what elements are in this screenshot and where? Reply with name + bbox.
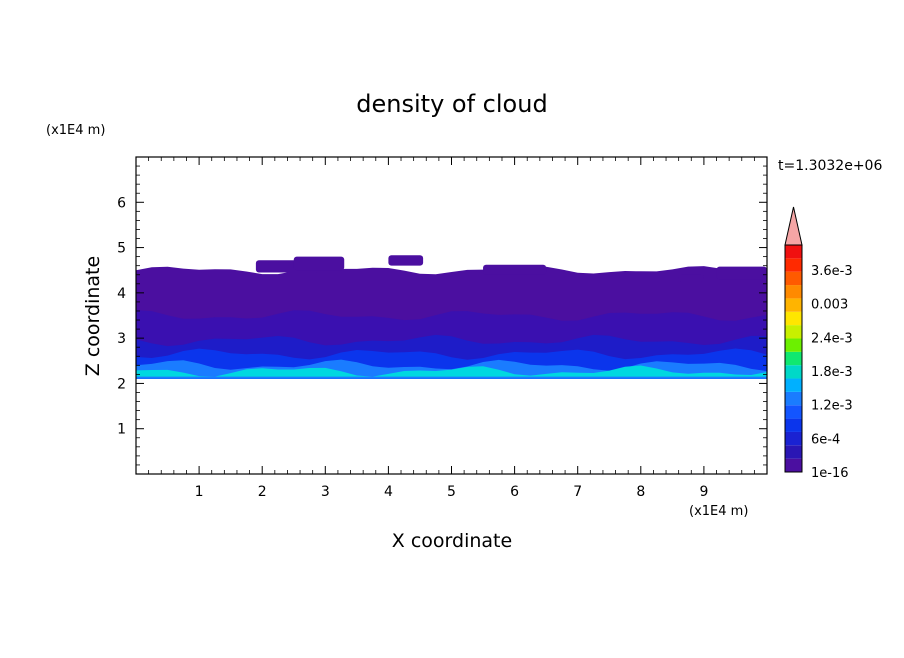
chart-title: density of cloud — [356, 90, 547, 118]
y-tick-label: 3 — [117, 331, 126, 347]
colorbar-swatch — [785, 311, 802, 326]
y-axis-label: Z coordinate — [82, 256, 104, 376]
x-axis-ticks: 1 2 3 4 5 6 7 8 9 — [148, 157, 755, 500]
colorbar-swatch — [785, 458, 802, 472]
colorbar-label: 1e-16 — [811, 466, 849, 481]
x-tick-label: 5 — [447, 484, 456, 500]
colorbar-label: 6e-4 — [811, 432, 840, 447]
colorbar-swatch — [785, 378, 802, 392]
cloud-patch — [388, 255, 424, 266]
x-tick-label: 8 — [636, 484, 645, 500]
density-field — [136, 255, 767, 379]
y-tick-label: 1 — [117, 422, 126, 438]
colorbar-swatch — [785, 258, 802, 272]
colorbar-extend-arrow — [784, 206, 803, 246]
y-axis-ticks: 1 2 3 4 5 6 — [117, 165, 767, 466]
x-tick-label: 4 — [384, 484, 393, 500]
x-tick-label: 7 — [573, 484, 582, 500]
cloud-patch — [293, 256, 345, 271]
colorbar-label: 1.2e-3 — [811, 399, 853, 414]
colorbar-swatch — [785, 245, 802, 259]
x-tick-label: 9 — [699, 484, 708, 500]
x-tick-label: 6 — [510, 484, 519, 500]
plot-area: 1 2 3 4 5 6 7 8 9 1 2 3 4 5 6 — [117, 156, 768, 500]
y-tick-label: 6 — [117, 195, 126, 211]
time-label: t=1.3032e+06 — [778, 158, 882, 174]
colorbar-swatch — [785, 338, 802, 352]
colorbar-swatch — [785, 298, 802, 312]
y-unit-label: (x1E4 m) — [46, 123, 105, 138]
colorbar-label: 0.003 — [811, 298, 848, 313]
colorbar-swatch — [785, 405, 802, 419]
colorbar-swatch — [785, 418, 802, 432]
colorbar-label: 1.8e-3 — [811, 365, 853, 380]
x-tick-label: 1 — [195, 484, 204, 500]
cloud-patch — [483, 264, 547, 275]
colorbar-swatch — [785, 431, 802, 446]
x-tick-label: 2 — [258, 484, 267, 500]
colorbar-label: 3.6e-3 — [811, 264, 853, 279]
colorbar-swatch — [785, 351, 802, 366]
x-tick-label: 3 — [321, 484, 330, 500]
cloud-patch — [716, 266, 767, 280]
colorbar: 3.6e-3 0.003 2.4e-3 1.8e-3 1.2e-3 6e-4 1e-16 — [784, 206, 853, 481]
colorbar-swatch — [785, 365, 802, 379]
colorbar-swatch — [785, 445, 802, 459]
colorbar-frame — [784, 244, 803, 473]
cloud-patch — [678, 274, 704, 282]
colorbar-swatch — [785, 285, 802, 299]
colorbar-label: 2.4e-3 — [811, 331, 853, 346]
colorbar-swatch — [785, 391, 802, 406]
x-unit-label: (x1E4 m) — [689, 504, 748, 519]
x-axis-label: X coordinate — [392, 530, 512, 552]
y-tick-label: 4 — [117, 286, 126, 302]
y-tick-label: 5 — [117, 241, 126, 257]
colorbar-swatch — [785, 271, 802, 286]
density-layer — [136, 365, 767, 377]
colorbar-swatch — [785, 325, 802, 339]
y-tick-label: 2 — [117, 376, 126, 392]
